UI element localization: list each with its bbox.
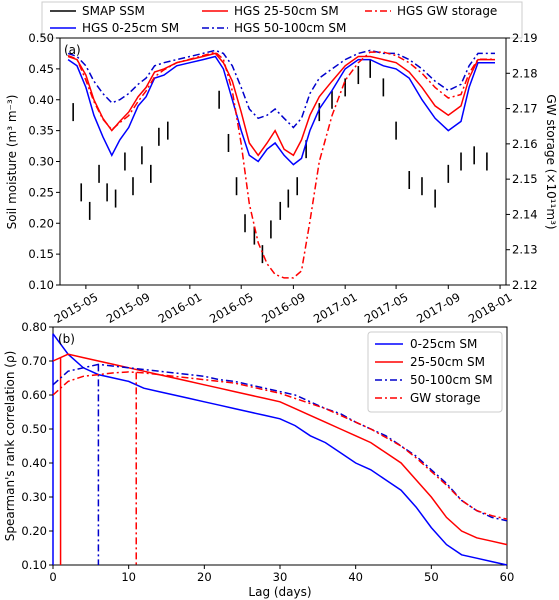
x-tick-label: 2017-01 — [311, 290, 360, 326]
y2-tick-label: 2.12 — [512, 278, 538, 292]
x-tick-label: 10 — [121, 570, 136, 584]
legend-a-entry: SMAP SSM — [82, 4, 145, 18]
series-line-hgs-gw-storage — [67, 51, 495, 279]
y-tick-label: 0.10 — [21, 558, 47, 572]
y2-tick-label: 2.14 — [512, 207, 538, 221]
x-ticks-a: 2015-05 2015-09 2016-01 2016-05 2016-09 2017-… — [52, 285, 515, 326]
legend-b-entry: 0-25cm SM — [410, 337, 477, 351]
x-tick-label: 2017-05 — [362, 290, 411, 326]
y2-tick-label: 2.15 — [512, 172, 538, 186]
y-tick-label: 0.30 — [28, 155, 54, 169]
y2-tick-label: 2.17 — [512, 102, 538, 116]
legend-a-entry: HGS 0-25cm SM — [82, 21, 179, 35]
panel-label-b: (b) — [58, 332, 75, 346]
series-line-gw-storage — [52, 371, 508, 520]
series-line-hgs-50-100cm-sm — [67, 49, 495, 129]
y-tick-label: 0.80 — [21, 320, 47, 334]
x-tick-label: 2015-05 — [52, 290, 101, 326]
y-tick-label: 0.20 — [28, 216, 54, 230]
panel-a: 2015-05 2015-09 2016-01 2016-05 2016-09 2017-… — [5, 31, 558, 326]
legend-b-entry: 25-50cm SM — [410, 355, 485, 369]
y-tick-label: 0.50 — [28, 31, 54, 45]
y2-ticks-a: 2.12 2.13 2.14 2.15 2.16 2.17 2.18 2.19 — [506, 31, 538, 292]
y-tick-label: 0.15 — [28, 247, 54, 261]
legend-a-entry: HGS 50-100cm SM — [234, 21, 346, 35]
series-group-a — [67, 49, 495, 279]
y-tick-label: 0.20 — [21, 524, 47, 538]
y-axis-label-b: Spearman's rank correlation (ρ) — [3, 351, 17, 542]
panel-b: 0 10 20 30 40 50 60 0.100.200.300.400.500.600.… — [3, 320, 514, 599]
x-axis-label-b: Lag (days) — [248, 585, 311, 599]
x-tick-label: 30 — [273, 570, 288, 584]
legend-a: SMAP SSM HGS 0-25cm SM HGS 25-50cm SM HGS 5… — [41, 1, 523, 39]
panel-label-a: (a) — [64, 43, 81, 57]
y2-tick-label: 2.16 — [512, 137, 538, 151]
y-tick-label: 0.60 — [21, 388, 47, 402]
x-tick-label: 60 — [500, 570, 515, 584]
x-ticks-b: 0 10 20 30 40 50 60 — [49, 565, 514, 584]
y-ticks-a: 0.10 0.15 0.20 0.25 0.30 0.35 0.40 0.45 0.50 — [28, 31, 60, 292]
legend-a-entry: HGS 25-50cm SM — [234, 4, 339, 18]
y-tick-label: 0.50 — [21, 422, 47, 436]
y-tick-label: 0.40 — [21, 456, 47, 470]
x-tick-label: 50 — [424, 570, 439, 584]
y-tick-label: 0.45 — [28, 62, 54, 76]
x-tick-label: 2015-09 — [104, 290, 153, 326]
series-line-hgs-0-25cm-sm — [67, 55, 495, 166]
legend-a-entry: HGS GW storage — [397, 4, 497, 18]
legend-b-entry: GW storage — [410, 391, 481, 405]
x-tick-label: 2016-09 — [259, 290, 308, 326]
x-tick-label: 40 — [348, 570, 363, 584]
y-tick-label: 0.10 — [28, 278, 54, 292]
y-tick-label: 0.25 — [28, 185, 54, 199]
x-tick-label: 2016-01 — [156, 290, 205, 326]
legend-b-box — [367, 331, 503, 413]
series-line-0-25cm-sm — [52, 333, 508, 566]
x-tick-label: 2017-09 — [414, 290, 463, 326]
plot-frame-a — [59, 37, 507, 286]
legend-b: 0-25cm SM 25-50cm SM 50-100cm SM GW storage — [367, 331, 503, 413]
y2-tick-label: 2.19 — [512, 31, 538, 45]
legend-b-entry: 50-100cm SM — [410, 373, 493, 387]
x-tick-label: 20 — [197, 570, 212, 584]
series-group-b — [52, 333, 508, 566]
y2-tick-label: 2.13 — [512, 243, 538, 257]
y-tick-label: 0.30 — [21, 490, 47, 504]
y-ticks-b: 0.10 0.20 0.30 0.40 0.50 0.60 0.70 0.80 — [21, 320, 53, 572]
series-line-50-100cm-sm — [52, 363, 508, 522]
y-axis-label-a: Soil moisture (m³ m⁻³) — [5, 95, 19, 230]
y-tick-label: 0.35 — [28, 124, 54, 138]
x-tick-label: 0 — [49, 570, 56, 584]
y-tick-label: 0.70 — [21, 354, 47, 368]
x-tick-label: 2016-05 — [207, 290, 256, 326]
y-tick-label: 0.40 — [28, 93, 54, 107]
y2-axis-label-a: GW storage (×10¹¹m³) — [544, 94, 558, 229]
series-line-hgs-25-50cm-sm — [67, 52, 495, 157]
x-tick-label: 2018-01 — [466, 290, 515, 326]
y2-tick-label: 2.18 — [512, 66, 538, 80]
legend-a-box — [41, 1, 523, 39]
